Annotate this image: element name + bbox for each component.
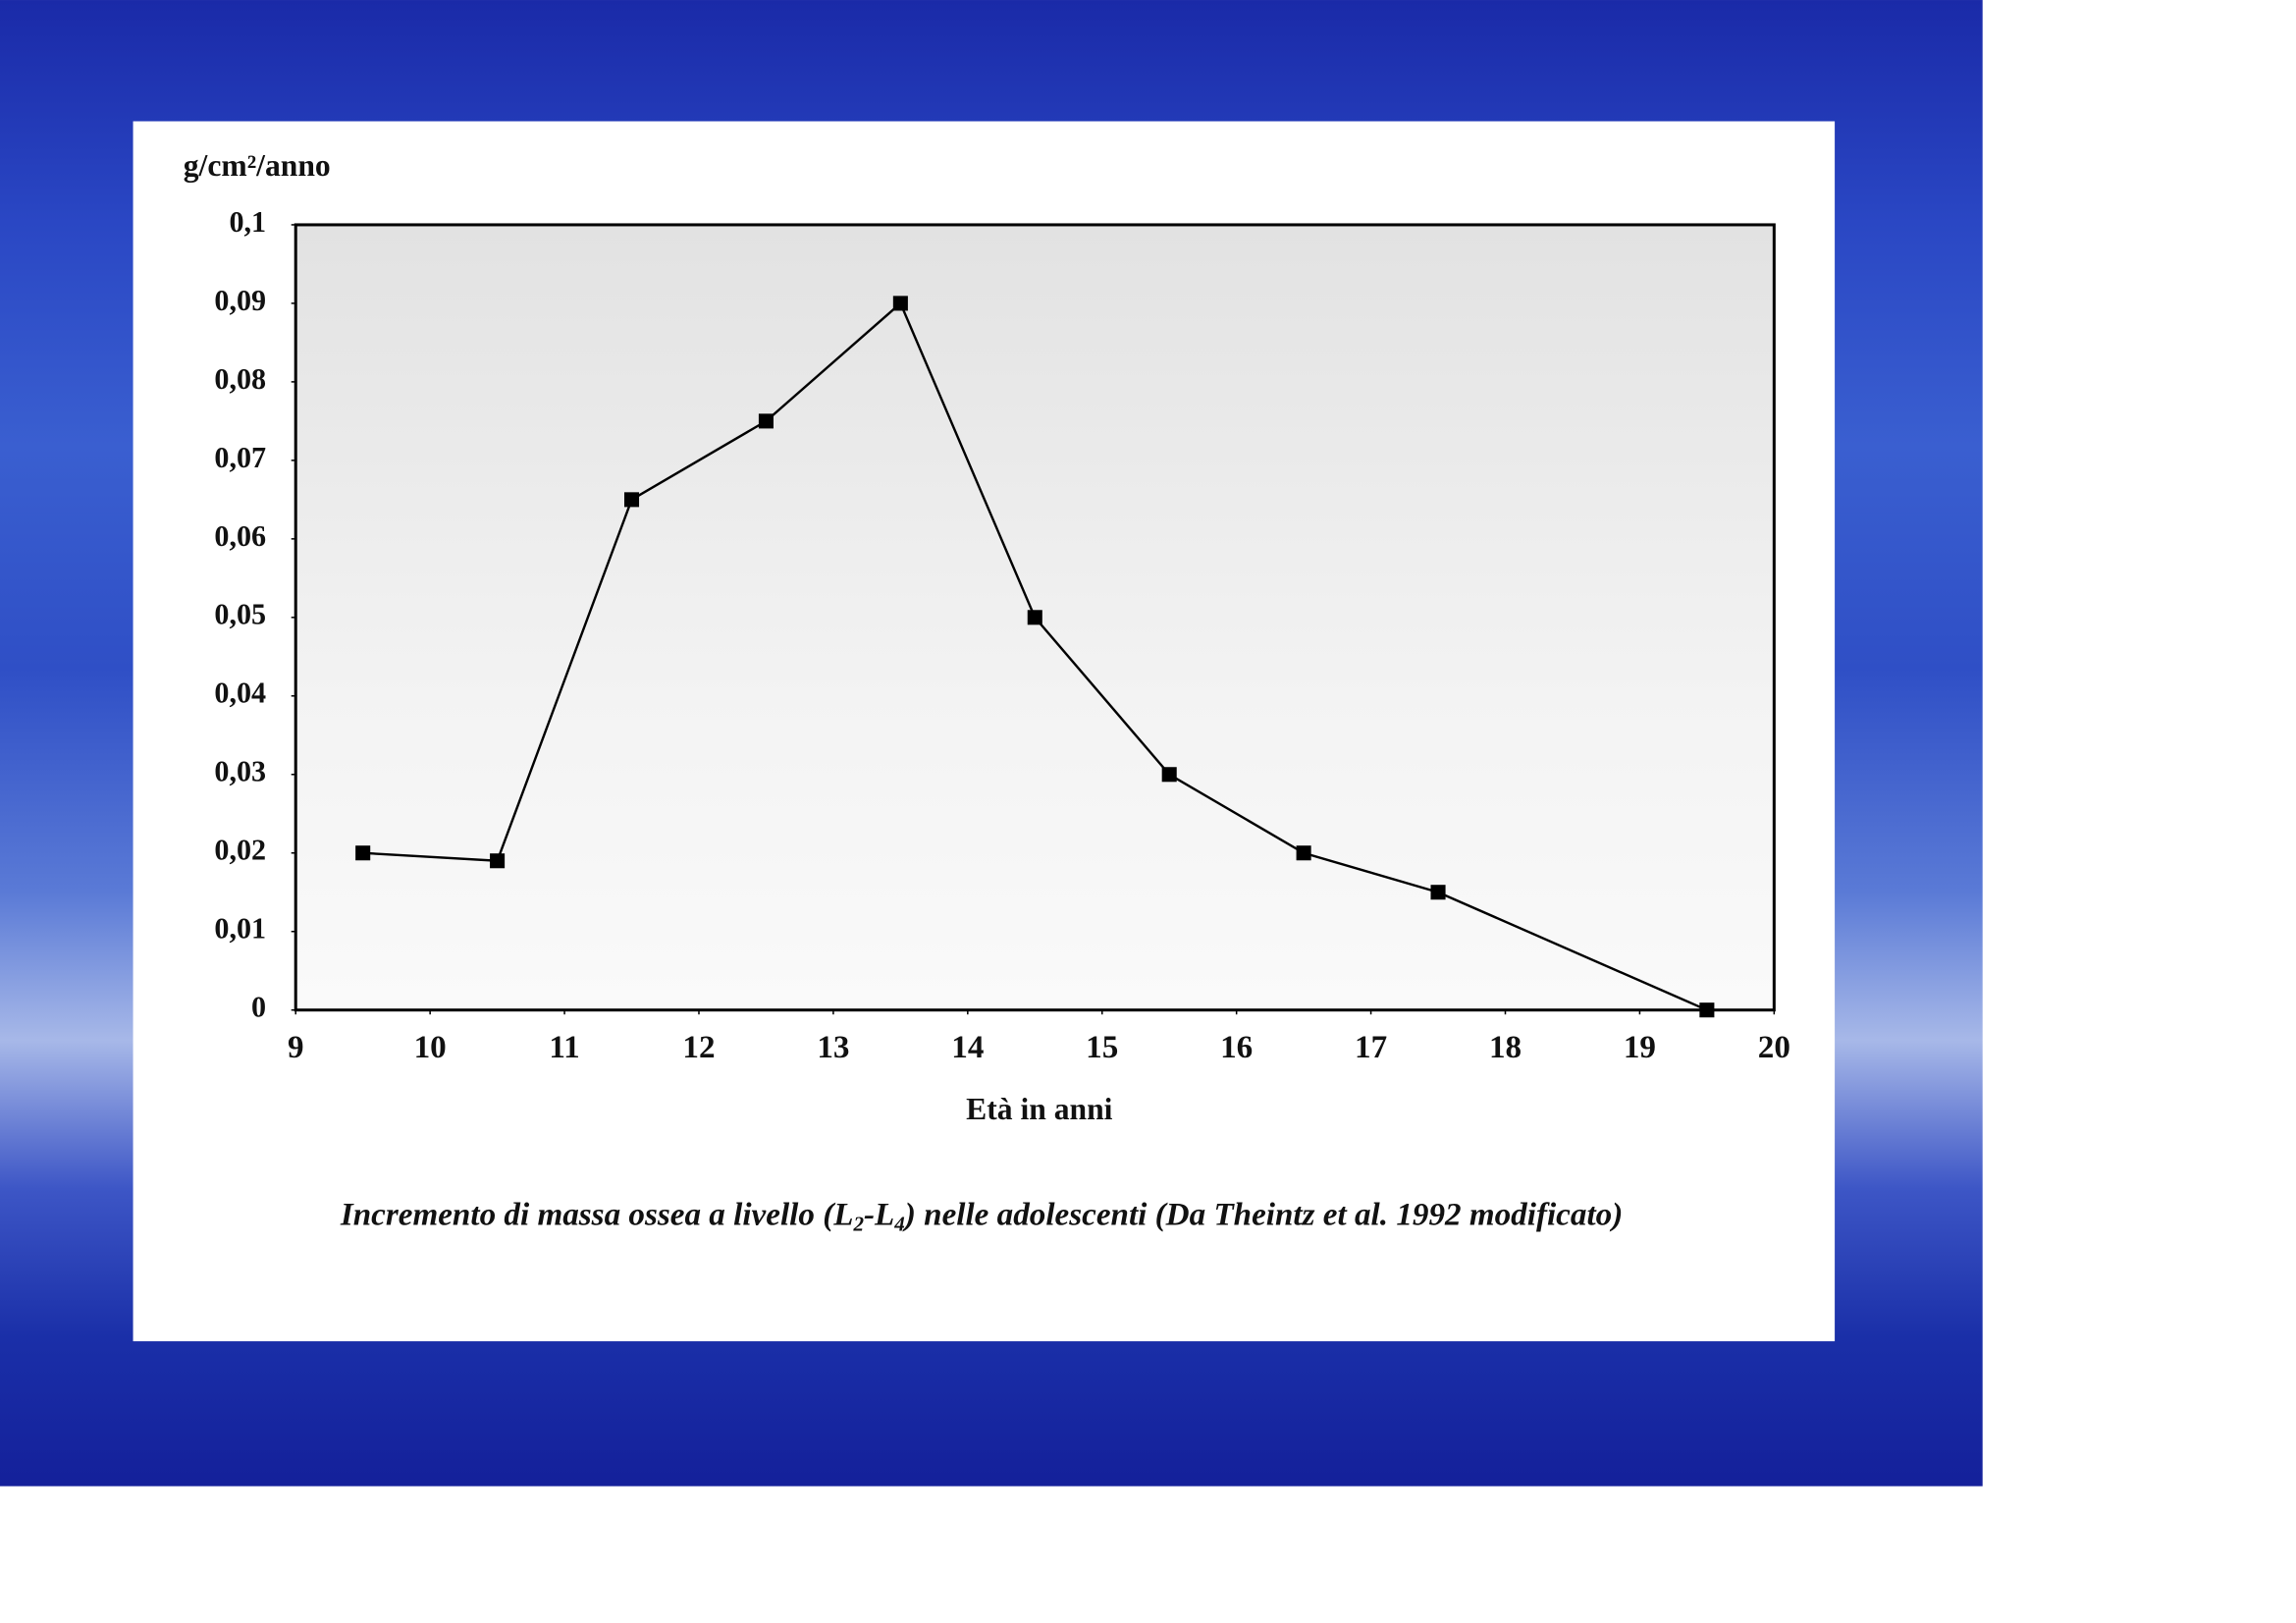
y-tick-label: 0,03: [214, 755, 266, 788]
marker: [1161, 767, 1177, 783]
x-tick-label: 16: [1220, 1029, 1253, 1065]
caption-part: Incremento di massa ossea a livello (L: [340, 1196, 854, 1232]
marker: [892, 296, 908, 311]
marker: [1699, 1002, 1715, 1018]
y-tick-label: 0,01: [214, 912, 266, 946]
x-tick-label: 9: [288, 1029, 304, 1065]
caption-subscript: 2: [852, 1212, 864, 1235]
y-tick-label: 0,06: [214, 519, 266, 553]
caption: Incremento di massa ossea a livello (L2-…: [340, 1196, 1623, 1235]
marker: [1027, 610, 1042, 625]
y-tick-label: 0,05: [214, 598, 266, 631]
x-tick-label: 11: [549, 1029, 579, 1065]
line: [362, 300, 1708, 1011]
y-tick-label: 0,08: [214, 362, 266, 396]
caption-part: ) nelle adolescenti (Da Theintz et al. 1…: [902, 1196, 1623, 1232]
caption-part: -L: [864, 1196, 894, 1232]
y-axis-label: g/cm²/anno: [184, 148, 331, 183]
x-tick-label: 19: [1624, 1029, 1656, 1065]
marker: [1296, 845, 1311, 861]
y-tick-label: 0: [251, 991, 266, 1024]
x-tick-label: 12: [682, 1029, 715, 1065]
marker: [490, 853, 506, 869]
y-tick-label: 0,04: [214, 676, 266, 710]
marker: [758, 413, 774, 429]
marker: [623, 492, 640, 508]
x-tick-label: 17: [1355, 1029, 1387, 1065]
x-tick-label: 13: [817, 1029, 849, 1065]
marker: [1430, 885, 1446, 900]
y-tick-label: 0,1: [229, 205, 266, 239]
x-tick-label: 10: [414, 1029, 447, 1065]
caption-subscript: 4: [893, 1212, 905, 1235]
marker: [355, 845, 371, 861]
y-tick-label: 0,07: [214, 441, 266, 474]
x-tick-label: 14: [951, 1029, 984, 1065]
x-tick-label: 15: [1086, 1029, 1118, 1065]
x-tick-label: 18: [1489, 1029, 1522, 1065]
x-tick-label: 20: [1758, 1029, 1790, 1065]
y-tick-label: 0,09: [214, 284, 266, 317]
x-axis-label: Età in anni: [966, 1092, 1113, 1126]
y-tick-label: 0,02: [214, 834, 266, 867]
